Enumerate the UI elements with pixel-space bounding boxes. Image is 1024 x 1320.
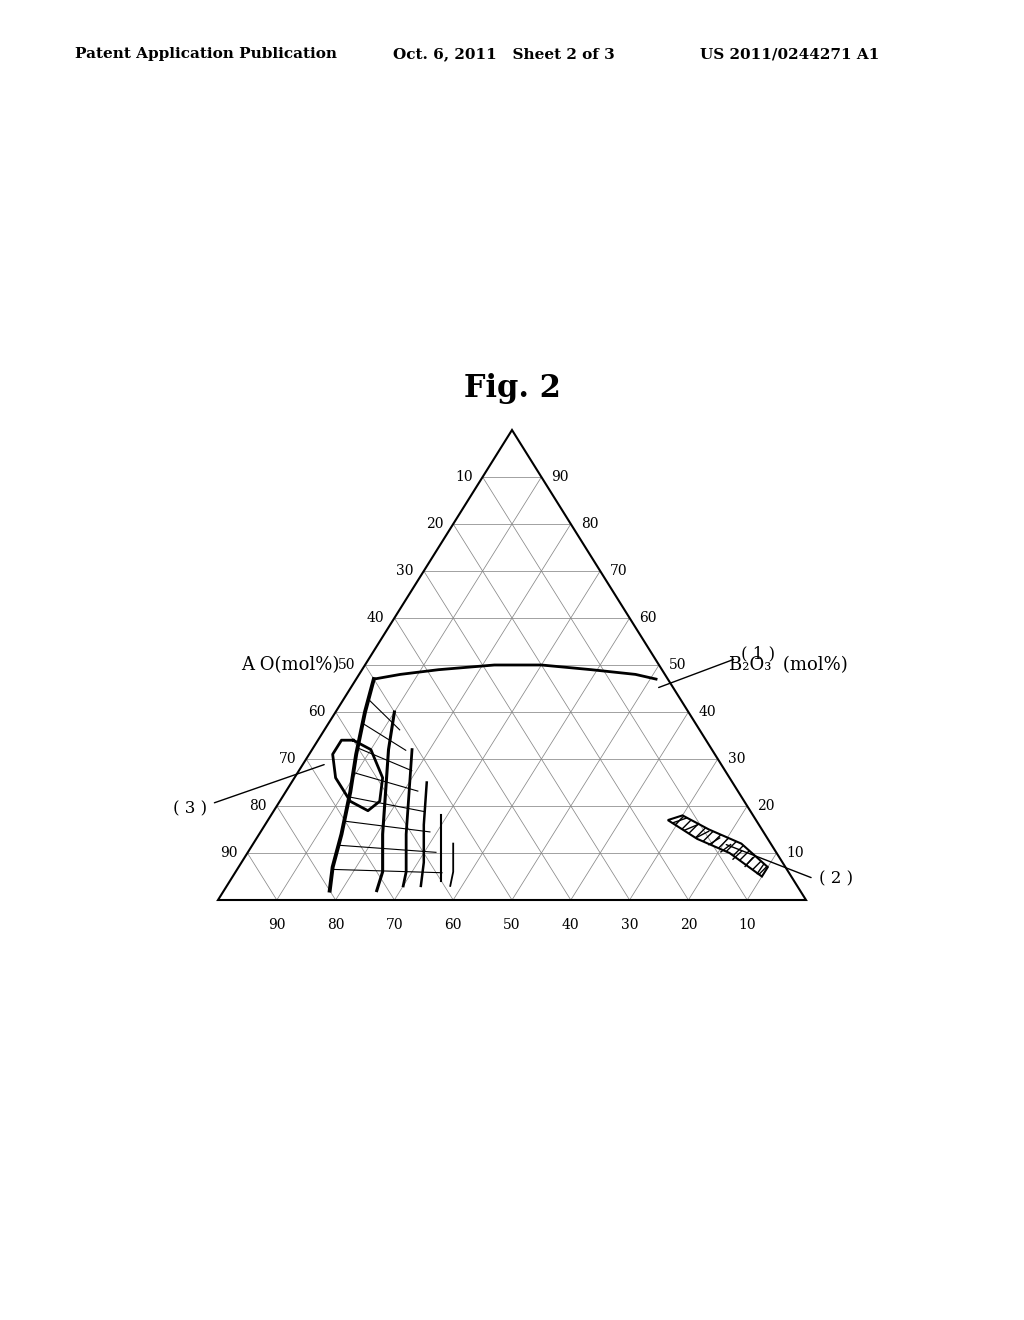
Text: 50: 50 — [503, 917, 521, 932]
Text: 70: 70 — [279, 752, 296, 766]
Text: 20: 20 — [680, 917, 697, 932]
Text: 50: 50 — [669, 657, 686, 672]
Text: 80: 80 — [327, 917, 344, 932]
Text: A O(mol%): A O(mol%) — [241, 656, 339, 675]
Text: 10: 10 — [738, 917, 756, 932]
Text: Patent Application Publication: Patent Application Publication — [75, 48, 337, 61]
Text: US 2011/0244271 A1: US 2011/0244271 A1 — [700, 48, 880, 61]
Text: 60: 60 — [444, 917, 462, 932]
Text: 20: 20 — [426, 517, 443, 531]
Text: 80: 80 — [249, 799, 267, 813]
Text: ( 1 ): ( 1 ) — [741, 645, 775, 663]
Text: 90: 90 — [551, 470, 569, 484]
Text: 70: 70 — [386, 917, 403, 932]
Text: 60: 60 — [308, 705, 326, 719]
Text: 30: 30 — [621, 917, 638, 932]
Text: 30: 30 — [728, 752, 745, 766]
Text: 40: 40 — [562, 917, 580, 932]
Text: Fig. 2: Fig. 2 — [464, 372, 560, 404]
Text: ( 2 ): ( 2 ) — [818, 870, 853, 887]
Text: 90: 90 — [268, 917, 286, 932]
Text: 30: 30 — [396, 564, 414, 578]
Text: 50: 50 — [338, 657, 355, 672]
Text: 60: 60 — [640, 611, 657, 624]
Text: 20: 20 — [757, 799, 775, 813]
Text: 10: 10 — [786, 846, 804, 861]
Text: B₂O₃  (mol%): B₂O₃ (mol%) — [729, 656, 848, 675]
Text: 40: 40 — [367, 611, 384, 624]
Text: 80: 80 — [581, 517, 598, 531]
Text: 90: 90 — [220, 846, 238, 861]
Text: 40: 40 — [698, 705, 716, 719]
Text: 10: 10 — [455, 470, 473, 484]
Text: Oct. 6, 2011   Sheet 2 of 3: Oct. 6, 2011 Sheet 2 of 3 — [393, 48, 614, 61]
Text: 70: 70 — [610, 564, 628, 578]
Text: ( 3 ): ( 3 ) — [173, 800, 207, 817]
